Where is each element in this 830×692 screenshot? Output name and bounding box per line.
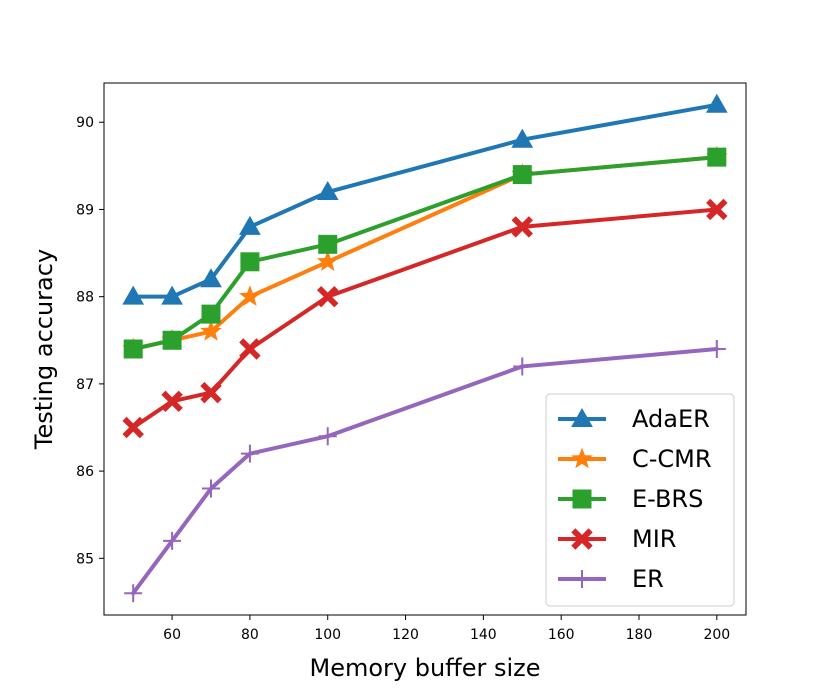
data-point-mir xyxy=(317,285,339,308)
y-tick-label: 88 xyxy=(76,290,94,306)
y-tick-label: 90 xyxy=(76,115,94,131)
legend-item-e-brs: E-BRS xyxy=(558,485,703,513)
data-point-er xyxy=(318,427,337,446)
data-point-adaer xyxy=(200,268,222,288)
data-point-er xyxy=(124,584,143,603)
x-tick-label: 140 xyxy=(470,627,497,643)
legend-marker xyxy=(573,570,591,588)
data-point-adaer xyxy=(316,181,339,201)
data-point-e-brs xyxy=(201,304,221,324)
x-tick-label: 60 xyxy=(163,627,181,643)
data-point-adaer xyxy=(239,215,261,235)
series-line-c-cmr xyxy=(131,155,719,351)
y-tick-label: 85 xyxy=(76,551,94,567)
x-tick-label: 160 xyxy=(548,627,575,643)
data-point-er xyxy=(707,340,726,358)
legend-label: E-BRS xyxy=(632,485,703,513)
legend-item-mir: MIR xyxy=(558,525,676,553)
legend-label: MIR xyxy=(632,525,676,553)
series-adaer xyxy=(122,93,728,305)
legend: AdaER C-CMR E-BRS MIR ER xyxy=(545,393,735,607)
legend-item-c-cmr: C-CMR xyxy=(558,445,712,473)
legend-marker xyxy=(571,528,593,550)
y-axis: 85 86 87 88 89 90 xyxy=(76,115,104,567)
data-point-c-cmr xyxy=(316,250,339,272)
legend-box xyxy=(545,393,735,607)
data-point-e-brs xyxy=(318,234,338,254)
series-c-cmr xyxy=(122,145,728,359)
series-layer xyxy=(122,93,728,603)
data-point-adaer xyxy=(161,285,183,305)
legend-label: C-CMR xyxy=(632,445,712,473)
data-point-e-brs xyxy=(162,330,182,350)
y-tick-label: 86 xyxy=(76,464,94,480)
legend-item-adaer: AdaER xyxy=(558,405,710,433)
legend-marker xyxy=(571,447,593,469)
data-point-er xyxy=(513,357,532,376)
data-point-mir xyxy=(239,338,261,360)
series-er xyxy=(124,340,726,603)
data-point-adaer xyxy=(705,93,728,113)
x-axis-label: Memory buffer size xyxy=(309,654,540,682)
data-point-c-cmr xyxy=(200,320,222,341)
x-axis: 60 80 100 120 140 160 180 200 xyxy=(163,615,730,643)
x-tick-label: 180 xyxy=(626,627,653,643)
data-point-e-brs xyxy=(240,252,260,272)
data-point-er xyxy=(240,444,259,463)
data-point-mir xyxy=(161,390,183,413)
x-tick-label: 100 xyxy=(314,627,341,643)
data-point-c-cmr xyxy=(239,285,261,306)
y-tick-label: 89 xyxy=(76,202,94,218)
data-point-mir xyxy=(122,416,144,439)
data-point-mir xyxy=(511,216,533,238)
legend-marker xyxy=(571,407,593,427)
data-point-e-brs xyxy=(123,339,143,359)
x-tick-label: 120 xyxy=(392,627,419,643)
series-e-brs xyxy=(123,147,727,359)
data-point-adaer xyxy=(122,285,145,305)
legend-item-er: ER xyxy=(558,565,664,593)
data-point-mir xyxy=(200,381,222,404)
series-line-adaer xyxy=(131,102,719,299)
x-tick-label: 80 xyxy=(241,627,259,643)
legend-marker xyxy=(572,489,592,509)
data-point-er xyxy=(163,531,182,550)
data-point-e-brs xyxy=(512,165,532,185)
legend-label: AdaER xyxy=(632,405,710,433)
data-point-e-brs xyxy=(707,147,727,167)
plot-frame xyxy=(103,82,747,616)
data-point-er xyxy=(202,479,220,498)
y-tick-label: 87 xyxy=(76,377,94,393)
data-point-adaer xyxy=(511,128,534,148)
y-axis-label: Testing accuracy xyxy=(30,249,58,450)
x-tick-label: 200 xyxy=(703,627,730,643)
series-mir xyxy=(122,198,728,439)
data-point-mir xyxy=(706,198,728,221)
legend-label: ER xyxy=(632,565,664,593)
